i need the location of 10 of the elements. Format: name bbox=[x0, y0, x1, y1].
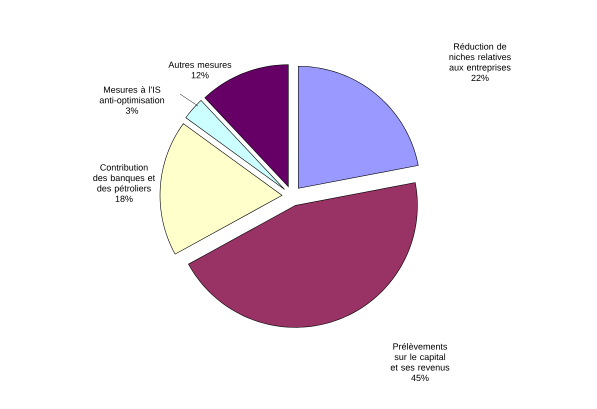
slice-label: Autres mesures bbox=[168, 62, 232, 68]
data-label: 45% bbox=[411, 374, 429, 382]
legend-label: Mesures à l'IS anti-optimisation bbox=[100, 86, 164, 106]
slice-label: Prélèvements sur le capital et ses revenus bbox=[390, 342, 450, 371]
slice-label: Réduction de niches relatives aux entreprises bbox=[449, 42, 511, 72]
data-label: 3% bbox=[126, 107, 138, 114]
data-label: 12% bbox=[192, 72, 209, 78]
data-label: 18% bbox=[116, 196, 133, 202]
slice-label: Contribution des banques et des pétroliers bbox=[93, 164, 156, 194]
data-label: 22% bbox=[471, 74, 489, 82]
